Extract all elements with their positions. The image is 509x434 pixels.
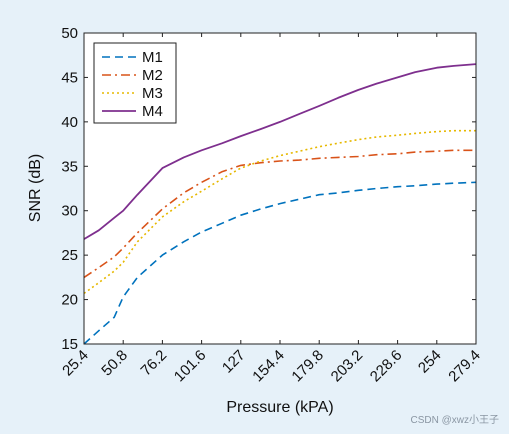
y-tick-label: 30 [61,203,78,220]
x-tick-label: 76.2 [138,347,171,380]
y-tick-label: 15 [61,336,78,353]
y-axis-label: SNR (dB) [27,154,44,222]
x-tick-label: 203.2 [328,347,367,386]
legend-label-m3: M3 [142,85,163,102]
legend-label-m2: M2 [142,67,163,84]
x-tick-label: 101.6 [171,347,210,386]
series-line-m4 [83,63,477,240]
x-tick-label: 279.4 [445,347,484,386]
y-tick-label: 20 [61,292,78,309]
x-tick-label: 254 [415,347,445,377]
y-axis-ticks: 15 20 25 30 35 40 45 50 [61,25,476,353]
series-line-m2 [83,149,476,279]
y-tick-label: 45 [61,69,78,86]
legend-label-m1: M1 [142,49,163,66]
y-tick-label: 50 [61,25,78,42]
y-tick-label: 40 [61,114,78,131]
x-tick-label: 154.4 [249,347,288,386]
x-axis-label: Pressure (kPA) [226,399,333,416]
x-tick-label: 228.6 [367,347,406,386]
x-tick-label: 179.8 [288,347,327,386]
series-layer [83,63,477,345]
y-tick-label: 25 [61,247,78,264]
legend-label-m4: M4 [142,103,163,120]
x-tick-label: 50.8 [98,347,131,380]
series-line-m1 [83,181,477,345]
x-tick-label: 127 [219,347,249,377]
watermark-text: CSDN @xwz小王子 [410,415,500,426]
y-tick-label: 35 [61,158,78,175]
